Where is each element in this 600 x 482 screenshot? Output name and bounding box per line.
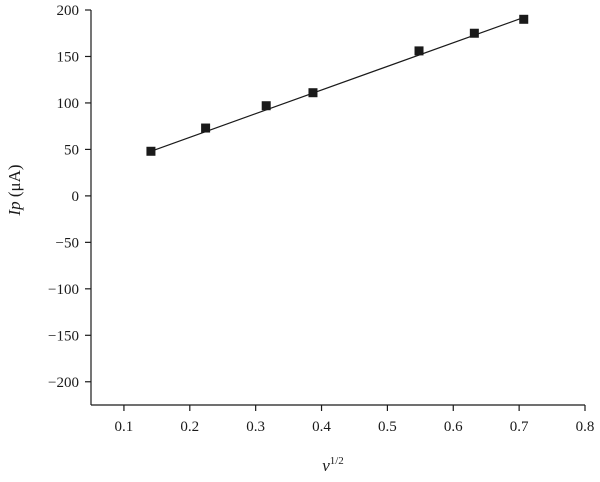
data-point <box>414 46 424 56</box>
y-tick-label: −200 <box>48 375 79 391</box>
axes <box>90 10 585 406</box>
x-tick-label: 0.8 <box>576 419 595 435</box>
y-tick-label: 100 <box>57 96 80 112</box>
y-tick-label: 200 <box>57 3 80 19</box>
fit-line <box>150 16 524 152</box>
x-axis-title-var: v <box>322 456 330 475</box>
y-tick-label: −150 <box>48 328 79 344</box>
x-axis-ticks: 0.1 0.2 0.3 0.4 0.5 0.6 0.7 0.8 <box>115 405 595 435</box>
data-point <box>146 146 156 156</box>
data-point <box>469 28 479 38</box>
x-tick-label: 0.4 <box>312 419 331 435</box>
data-point <box>261 101 271 111</box>
y-axis-title-var: Ip <box>5 201 24 216</box>
y-tick-label: 0 <box>72 189 80 205</box>
y-axis-title: Ip (μA) <box>5 164 24 216</box>
x-tick-label: 0.7 <box>510 419 529 435</box>
x-tick-label: 0.3 <box>246 419 265 435</box>
data-point <box>308 88 318 98</box>
y-tick-label: −100 <box>48 282 79 298</box>
x-tick-label: 0.6 <box>444 419 463 435</box>
y-tick-label: −50 <box>56 235 79 251</box>
x-tick-label: 0.2 <box>180 419 199 435</box>
x-axis-title: v1/2 <box>322 455 344 475</box>
data-point <box>519 14 529 24</box>
data-point <box>201 123 211 133</box>
data-points <box>146 14 529 156</box>
y-tick-label: 50 <box>64 142 79 158</box>
fit-line-group <box>150 16 524 152</box>
x-axis-title-sup: 1/2 <box>330 455 344 467</box>
y-axis-ticks: 200 150 100 50 0 −50 −100 −150 −200 <box>48 3 91 391</box>
x-tick-label: 0.1 <box>115 419 134 435</box>
y-tick-label: 150 <box>57 49 80 65</box>
x-tick-label: 0.5 <box>378 419 397 435</box>
y-axis-title-unit: (μA) <box>5 164 24 201</box>
